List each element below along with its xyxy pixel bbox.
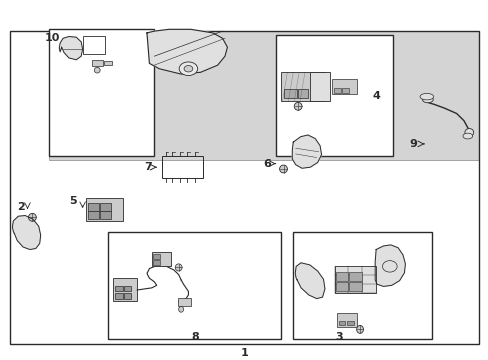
Ellipse shape — [178, 306, 183, 312]
Polygon shape — [147, 29, 227, 74]
Bar — [113, 278, 137, 301]
Ellipse shape — [422, 96, 432, 103]
Bar — [338, 321, 345, 325]
Bar — [335, 282, 347, 291]
Bar — [104, 61, 112, 65]
Bar — [88, 203, 99, 211]
Bar — [341, 88, 348, 93]
Bar — [276, 35, 392, 157]
Text: 10: 10 — [44, 33, 60, 43]
Bar — [115, 286, 122, 292]
Ellipse shape — [462, 133, 472, 139]
Bar — [348, 272, 361, 281]
Bar — [331, 80, 356, 94]
Bar — [335, 272, 347, 281]
Bar — [348, 282, 361, 291]
Text: 7: 7 — [144, 162, 152, 172]
Ellipse shape — [356, 325, 363, 333]
Bar — [100, 211, 111, 219]
Bar — [334, 266, 375, 293]
Bar — [88, 211, 99, 219]
Bar — [86, 198, 122, 221]
Bar — [108, 231, 281, 339]
Ellipse shape — [464, 129, 473, 136]
Bar — [333, 88, 340, 93]
Text: 3: 3 — [335, 332, 343, 342]
Bar — [336, 313, 356, 327]
Bar — [284, 90, 296, 98]
Bar — [49, 29, 154, 157]
Ellipse shape — [94, 67, 100, 73]
Bar — [10, 31, 478, 345]
Text: 8: 8 — [191, 332, 199, 342]
Text: 4: 4 — [371, 91, 379, 100]
Ellipse shape — [175, 264, 182, 271]
Bar — [115, 293, 122, 298]
Ellipse shape — [419, 94, 433, 100]
Bar — [346, 321, 353, 325]
Polygon shape — [295, 263, 325, 298]
Text: 6: 6 — [263, 159, 271, 168]
Bar — [281, 72, 325, 101]
Text: 5: 5 — [69, 196, 77, 206]
Text: 1: 1 — [240, 348, 248, 358]
Ellipse shape — [279, 165, 287, 173]
Bar — [153, 254, 160, 259]
Bar — [123, 293, 131, 298]
Ellipse shape — [382, 261, 396, 272]
Bar — [298, 90, 307, 98]
Bar — [177, 298, 191, 306]
Polygon shape — [59, 36, 82, 60]
Polygon shape — [292, 135, 321, 168]
Ellipse shape — [28, 213, 36, 221]
Bar — [310, 72, 329, 101]
Bar — [161, 157, 203, 178]
Bar — [152, 252, 171, 266]
Bar — [92, 60, 103, 66]
Text: 9: 9 — [409, 139, 417, 149]
Ellipse shape — [183, 66, 192, 72]
Ellipse shape — [294, 102, 302, 110]
Bar — [153, 260, 160, 265]
Polygon shape — [374, 245, 405, 287]
Polygon shape — [12, 216, 41, 249]
Bar — [100, 203, 111, 211]
Bar — [82, 36, 104, 54]
Bar — [49, 31, 478, 160]
Bar — [293, 231, 431, 339]
Text: 2: 2 — [17, 202, 25, 212]
Ellipse shape — [179, 62, 197, 76]
Bar — [123, 286, 131, 292]
